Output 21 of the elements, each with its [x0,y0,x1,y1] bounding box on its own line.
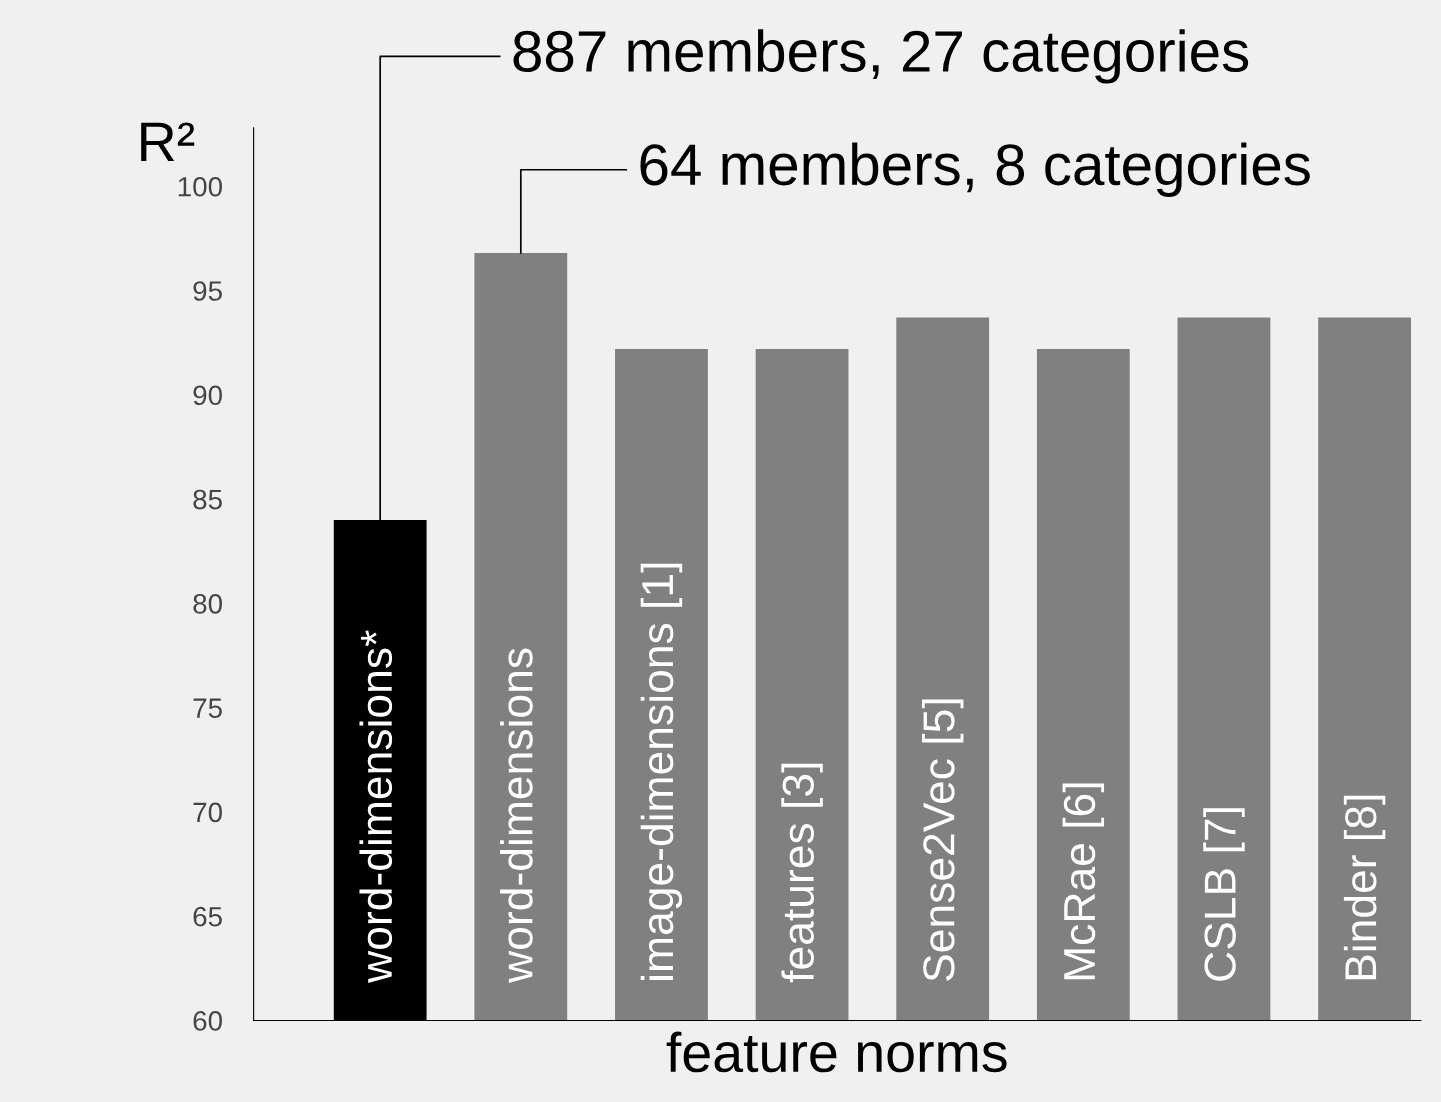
x-tick-label: word-dimensions* [359,630,393,983]
y-tick-label: 100 [178,176,222,197]
x-tick-label: Binder [8] [1343,795,1386,980]
annotation: 887 members, 27 categories [513,29,1249,84]
x-tick-label: Sense2Vec [5] [921,699,964,981]
y-axis-title: R² [141,122,195,161]
y-tick-label: 75 [193,698,222,718]
x-axis-title: feature norms [666,1031,1007,1073]
annotation: 64 members, 8 categories [640,142,1310,197]
x-tick-label: McRae [6] [1062,783,1105,980]
x-tick-label: CSLB [7] [1203,808,1245,981]
y-tick-label: 85 [193,489,222,510]
y-tick-label: 65 [193,906,222,927]
x-tick-label: word-dimensions [500,648,533,983]
x-tick-label: features [3] [781,763,823,983]
y-tick-label: 70 [193,802,222,823]
y-tick-label: 60 [193,1011,222,1031]
y-tick-label: 80 [193,594,222,614]
y-tick-label: 95 [193,281,222,301]
y-tick-label: 90 [193,385,222,406]
x-tick-label: image-dimensions [1] [640,563,683,980]
